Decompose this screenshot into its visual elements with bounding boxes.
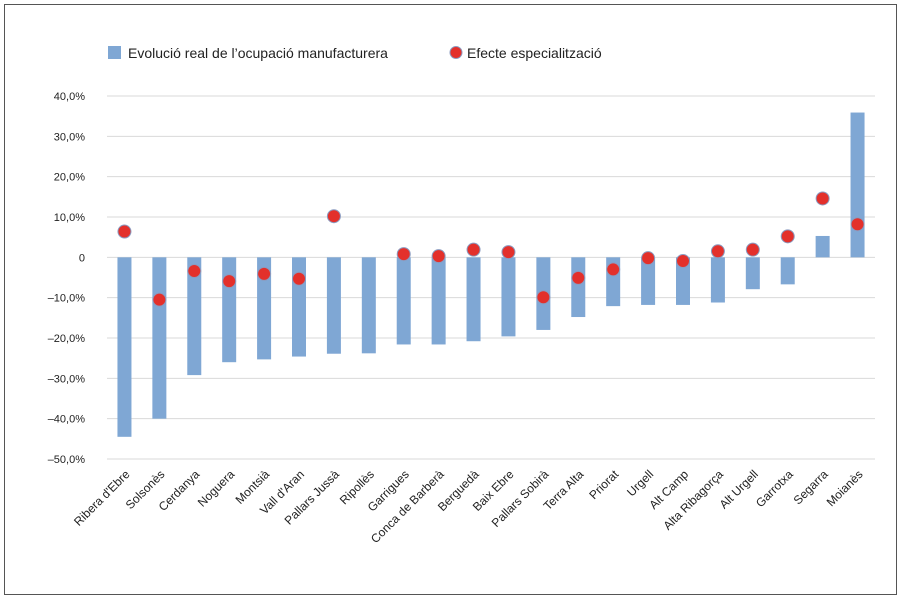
legend-swatch-bar [108,46,121,59]
dot [710,244,725,259]
dot [745,242,760,257]
bar [641,257,656,305]
bar [152,257,167,419]
dot [396,247,411,262]
y-tick-label: 10,0% [54,212,85,224]
dot [501,245,516,260]
y-tick-label: 30,0% [54,131,85,143]
bar [396,257,411,345]
bar [571,257,586,318]
chart-frame: Evolució real de l’ocupació manufacturer… [4,4,897,595]
y-axis: 40,0% 30,0% 20,0% 10,0% 0 –10,0% –20,0% –30,0% –… [48,91,86,466]
dot [780,229,795,244]
dot [850,217,865,232]
y-tick-label: –10,0% [48,293,86,305]
dot [815,191,830,206]
dot [222,274,237,289]
y-tick-label: –20,0% [48,333,86,345]
dot [117,224,132,239]
y-tick-label: 0 [79,252,85,264]
bar [466,257,481,342]
bar [780,257,795,285]
dot [676,253,690,268]
y-tick-label: –50,0% [48,454,86,466]
bar [361,257,376,354]
y-tick-label: 20,0% [54,172,85,184]
x-tick-label: Garrotxa [753,467,796,510]
dot [187,264,202,279]
x-tick-label: Ribera d'Ebre [71,467,133,529]
bar [187,257,202,376]
dot [152,292,167,307]
dot [292,271,306,286]
legend-label-dot: Efecte especialització [467,45,602,61]
x-tick-label: Moianès [824,467,866,509]
x-tick-label: Priorat [586,467,621,502]
bar [850,112,865,258]
dot [257,266,272,281]
legend-label-bar: Evolució real de l’ocupació manufacturer… [128,45,388,61]
bar [257,257,272,360]
x-tick-label: Noguera [195,467,238,510]
legend: Evolució real de l’ocupació manufacturer… [108,45,602,61]
y-tick-label: –30,0% [48,373,86,385]
dot [571,270,586,285]
y-tick-label: 40,0% [54,91,85,103]
dot [466,242,481,257]
dots [117,191,865,307]
bar [710,257,725,303]
bar [745,257,760,290]
chart: Evolució real de l’ocupació manufacturer… [48,45,875,546]
x-tick-label: Urgell [624,467,656,499]
x-tick-label: Alt Urgell [717,467,761,511]
legend-swatch-dot [449,46,463,59]
bar [431,257,446,345]
dot [536,290,551,305]
y-tick-label: –40,0% [48,414,86,426]
bar [815,235,830,258]
bar [676,257,690,305]
x-axis: Ribera d'EbreSolsonèsCerdanyaNogueraMont… [71,467,866,546]
dot [326,209,341,224]
bar [222,257,237,363]
bar [117,257,132,437]
dot [641,251,656,266]
dot [431,249,446,264]
dot [606,262,621,277]
bar [326,257,341,354]
bar [501,257,516,337]
